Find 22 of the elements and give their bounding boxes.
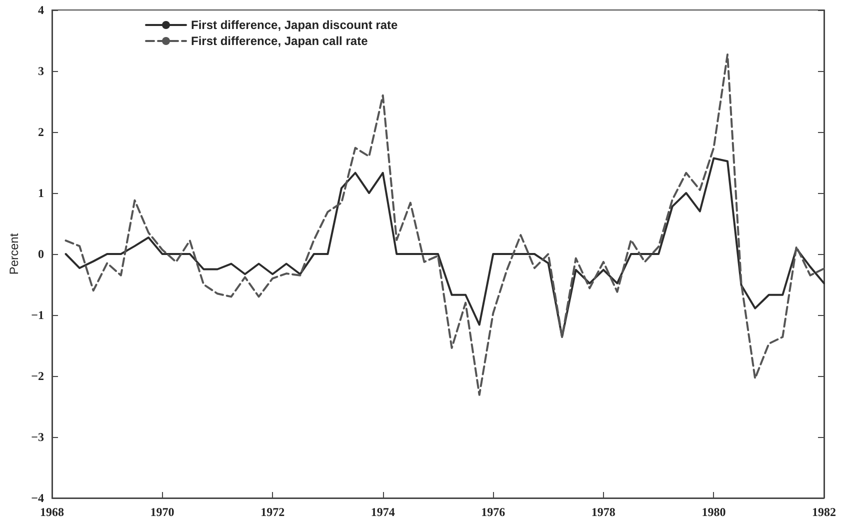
y-tick-label: 0 [38, 247, 44, 261]
line-series [64, 157, 825, 338]
y-tick-label: −2 [31, 369, 44, 383]
x-tick-label: 1976 [481, 505, 506, 518]
legend-label: First difference, Japan call rate [191, 34, 368, 48]
x-tick-label: 1968 [40, 505, 64, 518]
y-tick-label: 4 [38, 3, 44, 17]
x-tick-label: 1980 [702, 505, 726, 518]
x-tick-label: 1974 [370, 505, 395, 518]
y-tick-label: 2 [38, 125, 44, 139]
y-tick-label: 1 [38, 186, 44, 200]
x-tick-label: 1982 [812, 505, 836, 518]
line-series [64, 54, 825, 396]
legend-label: First difference, Japan discount rate [191, 18, 398, 32]
y-tick-label: 3 [38, 64, 44, 78]
y-axis-title: Percent [7, 232, 21, 275]
x-tick-label: 1970 [150, 505, 174, 518]
y-tick-label: −4 [31, 491, 44, 505]
x-tick-label: 1972 [260, 505, 285, 518]
y-tick-label: −3 [31, 430, 44, 444]
x-tick-label: 1978 [591, 505, 616, 518]
y-tick-label: −1 [31, 308, 44, 322]
